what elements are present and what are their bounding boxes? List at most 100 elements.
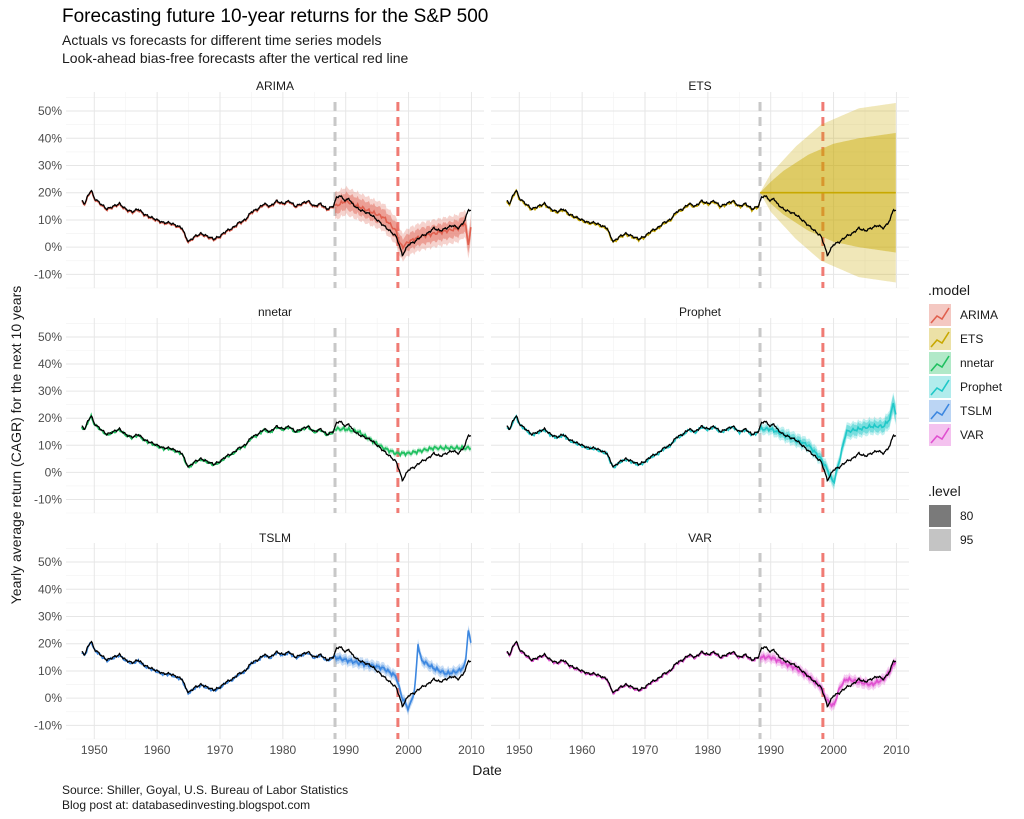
fitted-series [81, 641, 336, 696]
actual-line [506, 189, 897, 257]
legend-item-label: TSLM [960, 404, 993, 418]
forecast-line [334, 197, 472, 251]
y-tick-label: -10% [34, 267, 62, 281]
fitted-series [506, 640, 761, 695]
legend-item-label: Prophet [960, 380, 1003, 394]
y-tick-label: 20% [38, 186, 62, 200]
x-tick-label: 1970 [207, 743, 234, 757]
y-tick-label: 10% [38, 664, 62, 678]
legend-item-tslm: TSLM [928, 399, 1002, 423]
band-95 [335, 185, 471, 262]
y-tick-label: 50% [38, 555, 62, 569]
x-tick-label: 2000 [820, 743, 847, 757]
legend-key-swatch [928, 327, 952, 351]
level-key-swatch [928, 504, 952, 528]
band-95 [760, 650, 896, 712]
legend-item-nnetar: nnetar [928, 351, 1002, 375]
chart-subtitle-1: Actuals vs forecasts for different time … [62, 32, 382, 48]
actual-line [506, 640, 897, 708]
legend-item-label: ETS [960, 332, 984, 346]
facet-var: VAR 1950 1960 1970 1980 1990 2000 2010 [491, 531, 910, 757]
y-axis-label: Yearly average return (CAGR) for the nex… [8, 285, 24, 605]
x-tick-label: 1980 [695, 743, 722, 757]
x-tick-label: 1990 [757, 743, 784, 757]
forecast-line [759, 654, 897, 708]
x-tick-label: 1970 [632, 743, 659, 757]
band-80 [760, 394, 896, 487]
facet-label: ETS [688, 79, 711, 93]
x-tick-label: 1960 [144, 743, 171, 757]
y-tick-label: 30% [38, 610, 62, 624]
facet-label: Prophet [679, 305, 722, 319]
model-legend: .model ARIMA ETS nnetar Prophet TSLM VAR [928, 282, 1002, 447]
legend-item-label: VAR [960, 428, 984, 442]
y-tick-label: 50% [38, 104, 62, 118]
forecast-line [334, 630, 472, 713]
fitted-series [80, 412, 336, 469]
chart-title: Forecasting future 10-year returns for t… [62, 6, 489, 27]
y-tick-label: -10% [34, 492, 62, 506]
forecast-line [334, 425, 472, 458]
legend-key-swatch [928, 423, 952, 447]
legend-level-95: 95 [928, 528, 973, 552]
facet-prophet: Prophet [491, 305, 909, 514]
legend-key-swatch [928, 351, 952, 375]
legend-level-80: 80 [928, 504, 973, 528]
actual-line [81, 415, 472, 483]
fitted-series [81, 190, 336, 245]
x-tick-label: 2000 [395, 743, 422, 757]
x-axis-label: Date [472, 762, 502, 778]
y-tick-label: 0% [45, 240, 63, 254]
level-key-swatch [928, 528, 952, 552]
caption-blog: Blog post at: databasedinvesting.blogspo… [62, 798, 311, 812]
band-95 [335, 424, 471, 459]
legend-key-swatch [928, 303, 952, 327]
actual-line [81, 189, 472, 257]
level-item-label: 80 [960, 509, 974, 523]
legend-key-swatch [928, 399, 952, 423]
y-tick-label: 50% [38, 330, 62, 344]
facet-tslm: TSLM -10% 0% 10% 20% 30% 40% 50% 1950 1960 1970 198… [34, 531, 485, 757]
band-80 [335, 627, 471, 713]
x-tick-label: 2010 [458, 743, 485, 757]
y-tick-label: 20% [38, 637, 62, 651]
caption-source: Source: Shiller, Goyal, U.S. Bureau of L… [62, 783, 349, 797]
y-tick-label: 20% [38, 411, 62, 425]
legend-item-arima: ARIMA [928, 303, 1002, 327]
y-tick-label: 40% [38, 131, 62, 145]
level-item-label: 95 [960, 533, 974, 547]
legend-item-ets: ETS [928, 327, 1002, 351]
legend-item-prophet: Prophet [928, 375, 1002, 399]
y-tick-label: 10% [38, 438, 62, 452]
facet-label: VAR [688, 531, 712, 545]
level-legend: .level 80 95 [928, 483, 973, 552]
band-80 [335, 191, 471, 257]
y-tick-label: -10% [34, 718, 62, 732]
facet-arima: ARIMA -10% 0% 10% 20% 30% 40% 50% [34, 79, 484, 289]
x-tick-label: 1960 [569, 743, 596, 757]
legend-item-label: ARIMA [960, 308, 999, 322]
actual-line [506, 415, 897, 483]
actual-line [81, 640, 472, 708]
fitted-series [505, 188, 761, 244]
legend-item-label: nnetar [960, 356, 995, 370]
y-tick-label: 30% [38, 159, 62, 173]
legend-item-var: VAR [928, 423, 1002, 447]
level-legend-title: .level [928, 483, 961, 499]
legend-key-swatch [928, 375, 952, 399]
x-tick-label: 1950 [81, 743, 108, 757]
x-tick-label: 1990 [332, 743, 359, 757]
x-tick-label: 1950 [506, 743, 533, 757]
y-tick-label: 0% [45, 691, 63, 705]
facet-ets: ETS [491, 79, 909, 289]
fitted-series [506, 414, 761, 469]
facet-label: nnetar [258, 305, 292, 319]
x-tick-label: 2010 [883, 743, 910, 757]
model-legend-title: .model [928, 282, 971, 298]
y-tick-label: 40% [38, 582, 62, 596]
facet-nnetar: nnetar -10% 0% 10% 20% 30% 40% 50% [34, 305, 484, 514]
facet-label: TSLM [259, 531, 291, 545]
y-tick-label: 0% [45, 465, 63, 479]
band-95 [335, 625, 471, 716]
